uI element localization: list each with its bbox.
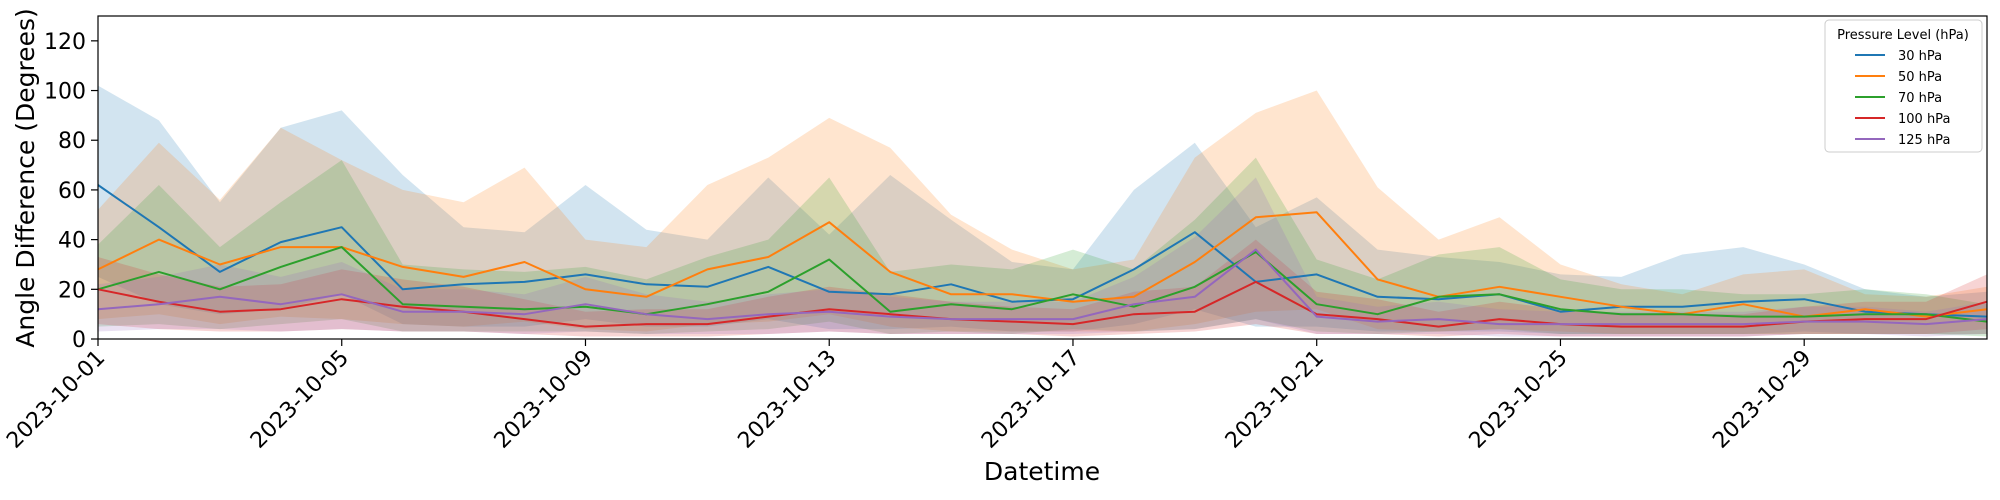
x-tick-label: 2023-10-09	[490, 346, 598, 454]
y-tick-label: 60	[58, 179, 86, 204]
x-tick-label: 2023-10-05	[246, 346, 354, 454]
legend-label-100-hpa: 100 hPa	[1898, 112, 1950, 127]
y-tick-label: 40	[58, 229, 86, 254]
band-70-hpa	[98, 157, 1987, 337]
band-125-hpa	[98, 177, 1987, 337]
y-tick-label: 20	[58, 278, 86, 303]
x-tick-label: 2023-10-13	[733, 346, 841, 454]
legend-title: Pressure Level (hPa)	[1837, 28, 1969, 43]
y-tick-label: 100	[44, 80, 86, 105]
y-tick-label: 0	[72, 328, 86, 353]
y-axis-title: Angle Difference (Degrees)	[11, 8, 40, 347]
x-tick-label: 2023-10-01	[2, 346, 110, 454]
x-tick-label: 2023-10-25	[1465, 346, 1573, 454]
confidence-bands	[98, 85, 1987, 337]
series-lines	[97, 184, 1988, 328]
x-tick-label: 2023-10-29	[1708, 346, 1816, 454]
y-tick-label: 120	[44, 30, 86, 55]
series-line-30-hpa	[97, 184, 1988, 318]
series-line-100-hpa	[97, 280, 1988, 328]
legend-label-125-hpa: 125 hPa	[1898, 133, 1950, 148]
plot-frame	[97, 15, 1988, 340]
y-axis: 0 20 40 60 80 100 120	[44, 30, 98, 353]
series-line-125-hpa	[97, 248, 1988, 326]
band-30-hpa	[98, 85, 1987, 334]
x-axis-title: Datetime	[984, 457, 1100, 486]
band-50-hpa	[98, 90, 1987, 334]
legend: Pressure Level (hPa) 30 hPa 50 hPa 70 hPa 1…	[1824, 19, 1983, 153]
x-axis: 2023-10-01 2023-10-05 2023-10-09 2023-10-13…	[2, 339, 1816, 454]
band-100-hpa	[98, 239, 1987, 337]
series-line-70-hpa	[97, 246, 1988, 323]
legend-label-50-hpa: 50 hPa	[1898, 70, 1942, 85]
x-tick-label: 2023-10-21	[1221, 346, 1329, 454]
series-line-50-hpa	[97, 211, 1988, 318]
x-tick-label: 2023-10-17	[977, 346, 1085, 454]
legend-label-30-hpa: 30 hPa	[1898, 49, 1942, 64]
y-tick-label: 80	[58, 129, 86, 154]
legend-label-70-hpa: 70 hPa	[1898, 91, 1942, 106]
